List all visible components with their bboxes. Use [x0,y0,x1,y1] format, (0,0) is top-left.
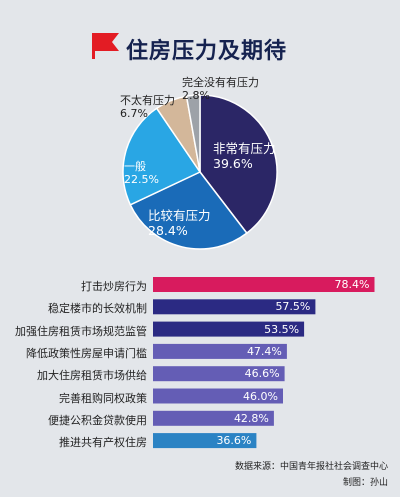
pie-slice-name: 非常有压力 [213,141,276,156]
bar-category-label: 推进共有产权住房 [59,436,147,450]
bar [153,321,305,337]
bar-category-label: 完善租购同权政策 [59,391,147,405]
chart-title: 住房压力及期待 [126,39,288,64]
bar-value-label: 78.4% [334,278,370,291]
bar [153,433,257,449]
flag-icon [92,33,119,59]
pie-slice-value: 2.8% [182,89,210,102]
bar-value-label: 42.8% [233,411,269,425]
bar-category-label: 便捷公积金贷款使用 [48,413,147,427]
bar-category-label: 加大住房租赁市场供给 [37,369,147,383]
pie-label-比较有压力: 比较有压力 28.4% [148,208,211,238]
pie-slice-name: 完全没有有压力 [182,76,259,89]
bar-value-label: 47.4% [246,344,282,358]
pie-slice [185,94,201,173]
bar-value-label: 53.5% [264,322,300,336]
bar [153,277,375,292]
bar-category-label: 打击炒房行为 [81,280,147,293]
bar-value-label: 57.5% [275,300,311,314]
bar-category-label: 降低政策性房屋申请门槛 [26,346,147,360]
data-source: 数据来源：中国青年报社社会调查中心 [234,462,388,472]
bar [153,299,316,315]
pie-slice-name: 不太有压力 [120,94,175,107]
chart-credit: 制图：孙山 [342,478,388,488]
bar-category-label: 加强住房租赁市场规范监管 [15,324,147,338]
pie-slice-name: 一般 [124,160,146,173]
bar-value-label: 46.0% [243,389,278,403]
pie-label-一般: 一般 22.5% [124,160,159,186]
pie-slice-value: 22.5% [124,173,159,186]
pie-slice-name: 比较有压力 [148,208,211,223]
bar [153,366,285,382]
pie-slice-value: 28.4% [148,223,188,238]
pie-label-非常有压力: 非常有压力 39.6% [213,141,276,171]
pie-slice [122,107,202,206]
bar-value-label: 46.6% [244,367,280,381]
bar-value-label: 36.6% [216,434,252,448]
bar [153,388,283,404]
pie-slice-value: 39.6% [213,156,253,171]
pie-label-不太有压力: 不太有压力 6.7% [120,94,175,120]
bar [153,343,287,359]
bar [153,410,274,426]
pie-slice [199,94,278,235]
pie-label-完全没有有压力: 完全没有有压力 2.8% [182,76,259,102]
bar-category-label: 稳定楼市的长效机制 [48,302,147,316]
pie-slice-value: 6.7% [120,107,148,120]
